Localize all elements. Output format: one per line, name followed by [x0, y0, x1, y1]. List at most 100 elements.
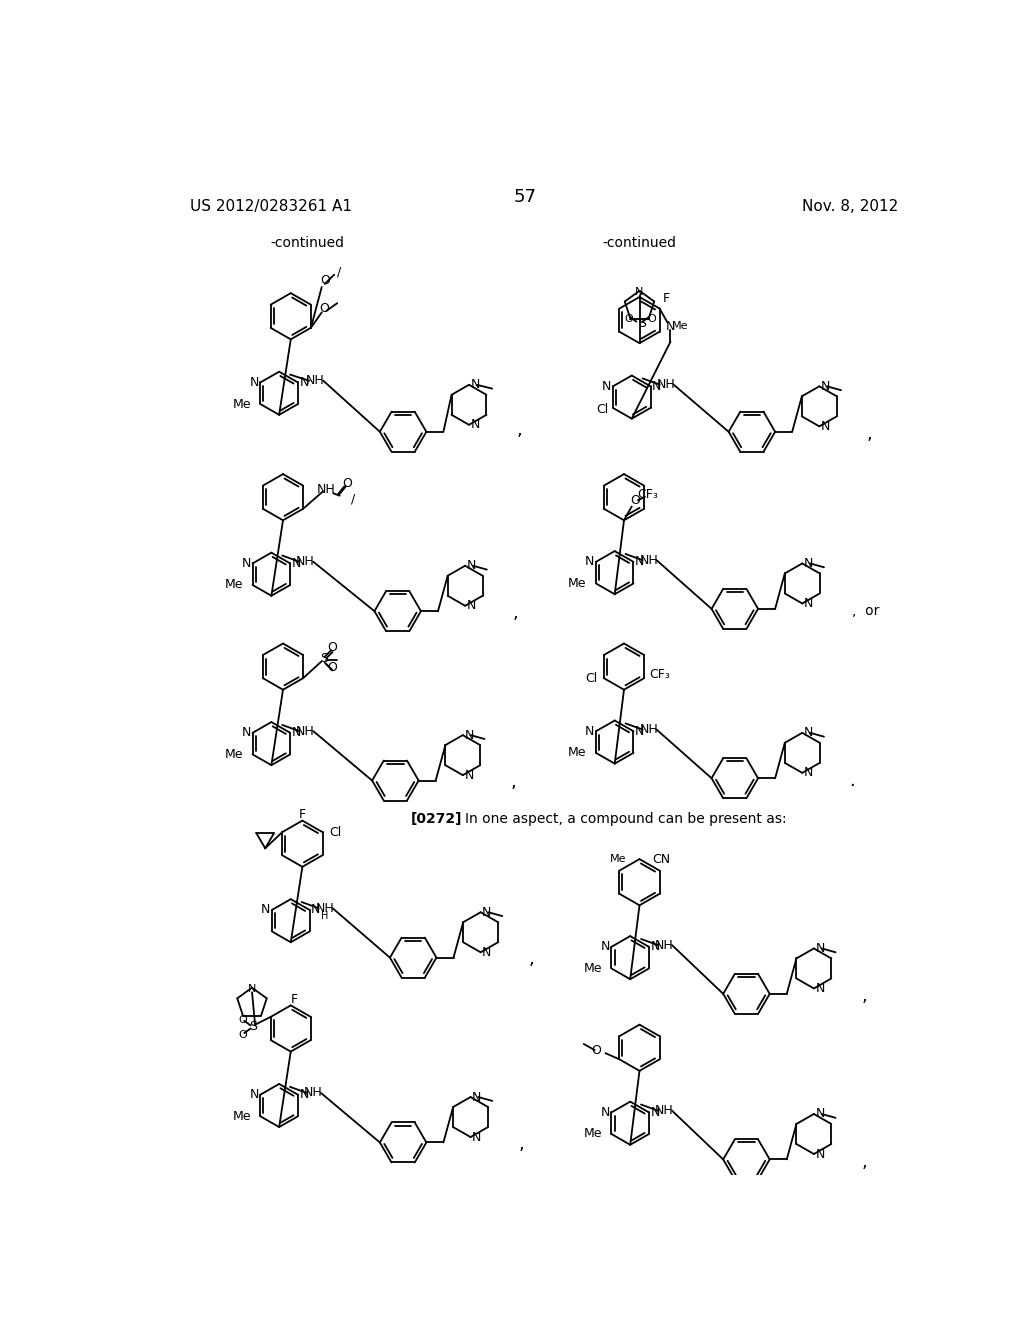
- Text: N: N: [821, 420, 830, 433]
- Text: N: N: [472, 1130, 481, 1143]
- Text: Cl: Cl: [329, 826, 341, 840]
- Text: N: N: [600, 940, 610, 953]
- Text: S: S: [638, 317, 646, 330]
- Text: Me: Me: [568, 746, 587, 759]
- Text: N: N: [652, 380, 662, 393]
- Text: ,: ,: [861, 1152, 867, 1171]
- Text: /: /: [337, 265, 341, 279]
- Text: N: N: [585, 725, 594, 738]
- Text: O: O: [342, 477, 352, 490]
- Text: In one aspect, a compound can be present as:: In one aspect, a compound can be present…: [465, 812, 786, 826]
- Text: NH: NH: [639, 553, 658, 566]
- Text: N: N: [464, 768, 474, 781]
- Text: Me: Me: [584, 962, 602, 975]
- Text: Me: Me: [672, 321, 688, 331]
- Text: NH: NH: [639, 723, 658, 737]
- Text: N: N: [635, 288, 644, 297]
- Text: O: O: [647, 314, 656, 323]
- Text: ,: ,: [519, 1135, 524, 1152]
- Text: S: S: [249, 1020, 257, 1034]
- Text: NH: NH: [296, 556, 314, 568]
- Text: -continued: -continued: [602, 236, 677, 249]
- Text: N: N: [602, 380, 611, 393]
- Text: CF₃: CF₃: [649, 668, 670, 681]
- Text: N: N: [467, 599, 476, 612]
- Text: N: N: [482, 906, 492, 919]
- Text: NH: NH: [306, 375, 325, 387]
- Text: Cl: Cl: [596, 403, 608, 416]
- Text: ,: ,: [516, 421, 522, 440]
- Text: N: N: [600, 1106, 610, 1119]
- Text: [0272]: [0272]: [411, 812, 463, 826]
- Text: CF₃: CF₃: [637, 487, 657, 500]
- Text: NH: NH: [317, 483, 336, 496]
- Text: CN: CN: [652, 853, 671, 866]
- Text: ,: ,: [866, 425, 872, 444]
- Text: F: F: [290, 993, 297, 1006]
- Text: O: O: [328, 661, 338, 675]
- Text: -continued: -continued: [270, 236, 345, 249]
- Text: N: N: [666, 319, 675, 333]
- Text: N: N: [242, 557, 251, 570]
- Text: ,: ,: [861, 987, 867, 1005]
- Text: Me: Me: [232, 1110, 251, 1123]
- Text: US 2012/0283261 A1: US 2012/0283261 A1: [190, 198, 352, 214]
- Text: N: N: [248, 985, 256, 994]
- Text: Me: Me: [609, 854, 626, 865]
- Text: ,: ,: [510, 774, 516, 791]
- Text: S: S: [321, 652, 328, 665]
- Text: Me: Me: [232, 397, 251, 411]
- Text: N: N: [635, 725, 644, 738]
- Text: N: N: [467, 560, 476, 573]
- Text: N: N: [261, 903, 270, 916]
- Text: N: N: [470, 418, 480, 432]
- Text: O: O: [319, 275, 330, 288]
- Text: N: N: [821, 380, 830, 393]
- Text: Nov. 8, 2012: Nov. 8, 2012: [802, 198, 898, 214]
- Text: Me: Me: [568, 577, 587, 590]
- Text: NH: NH: [655, 939, 674, 952]
- Text: Me: Me: [225, 578, 244, 591]
- Text: N: N: [815, 982, 824, 995]
- Text: O: O: [328, 640, 338, 653]
- Text: NH: NH: [655, 1105, 674, 1117]
- Text: F: F: [299, 808, 306, 821]
- Text: NH: NH: [656, 378, 675, 391]
- Text: N: N: [311, 903, 321, 916]
- Text: Me: Me: [225, 748, 244, 760]
- Text: N: N: [585, 556, 594, 569]
- Text: N: N: [804, 726, 813, 739]
- Text: N: N: [482, 945, 492, 958]
- Text: 57: 57: [513, 187, 537, 206]
- Text: N: N: [299, 376, 309, 389]
- Text: N: N: [292, 557, 301, 570]
- Text: N: N: [650, 1106, 659, 1119]
- Text: N: N: [635, 556, 644, 569]
- Text: N: N: [472, 1090, 481, 1104]
- Text: ,: ,: [513, 603, 518, 622]
- Text: N: N: [650, 940, 659, 953]
- Text: N: N: [242, 726, 251, 739]
- Text: Me: Me: [584, 1127, 602, 1140]
- Text: N: N: [299, 1088, 309, 1101]
- Text: Cl: Cl: [586, 672, 598, 685]
- Text: N: N: [804, 597, 813, 610]
- Text: O: O: [239, 1031, 247, 1040]
- Text: O: O: [625, 314, 633, 323]
- Text: O: O: [630, 494, 640, 507]
- Text: N: N: [815, 1147, 824, 1160]
- Text: N: N: [464, 729, 474, 742]
- Text: NH: NH: [296, 725, 314, 738]
- Text: N: N: [804, 557, 813, 570]
- Text: O: O: [239, 1015, 247, 1026]
- Text: .: .: [849, 772, 855, 789]
- Text: O: O: [319, 302, 329, 315]
- Text: ,: ,: [528, 950, 534, 968]
- Text: NH: NH: [315, 902, 334, 915]
- Text: N: N: [250, 1088, 259, 1101]
- Text: N: N: [292, 726, 301, 739]
- Text: /: /: [351, 492, 355, 506]
- Text: ,  or: , or: [852, 605, 880, 618]
- Text: N: N: [470, 379, 480, 391]
- Text: N: N: [804, 767, 813, 779]
